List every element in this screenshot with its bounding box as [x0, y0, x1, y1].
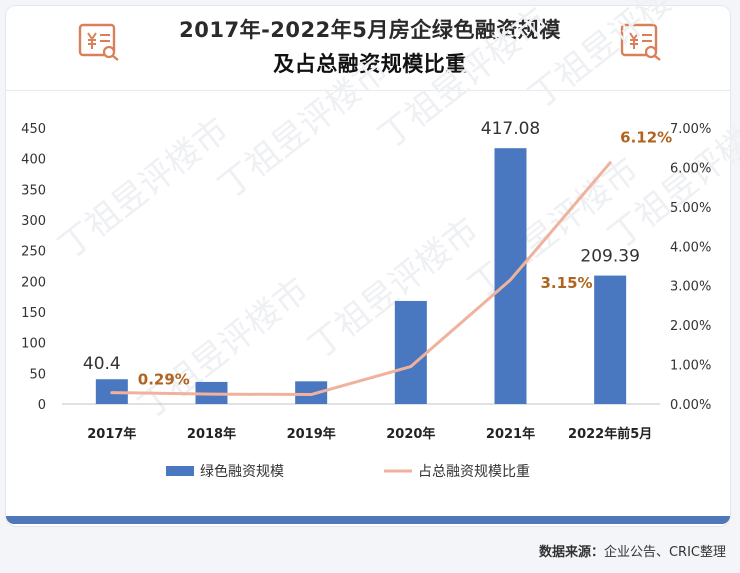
x-tick-label: 2019年 — [287, 426, 336, 442]
bar — [594, 275, 627, 404]
x-tick-label: 2022年前5月 — [568, 426, 652, 442]
y-right-tick-label: 0.00% — [670, 398, 711, 413]
y-left-tick-label: 0 — [38, 398, 46, 413]
watermark-text: 丁祖昱评楼市 — [51, 110, 236, 267]
y-left-tick-label: 200 — [21, 275, 46, 290]
x-tick-label: 2017年 — [87, 426, 136, 442]
y-left-tick-label: 150 — [21, 306, 46, 321]
bar-value-label: 40.4 — [83, 354, 121, 374]
x-tick-label: 2018年 — [187, 426, 236, 442]
y-left-tick-label: 100 — [21, 337, 46, 352]
line-value-label: 6.12% — [620, 129, 672, 147]
y-left-tick-label: 250 — [21, 245, 46, 260]
title-band — [6, 6, 730, 91]
line-value-label: 3.15% — [541, 274, 593, 292]
x-tick-label: 2021年 — [486, 426, 535, 442]
receipt-yen-icon — [620, 23, 661, 61]
watermark-text: 丁祖昱评楼市 — [211, 50, 396, 207]
legend-line-label: 占总融资规模比重 — [418, 464, 530, 480]
receipt-yen-icon — [78, 23, 119, 61]
legend-bar-swatch — [166, 466, 194, 476]
line-value-label: 0.29% — [138, 371, 190, 389]
y-right-tick-label: 5.00% — [670, 201, 711, 216]
y-left-tick-label: 50 — [29, 367, 46, 382]
y-right-tick-label: 4.00% — [670, 240, 711, 255]
chart-title: 2017年-2022年5月房企绿色融资规模 — [179, 18, 561, 42]
card-bottom-bar — [6, 516, 730, 524]
x-tick-label: 2020年 — [386, 426, 435, 442]
watermark-text: 丁祖昱评楼市 — [521, 0, 706, 117]
source-label: 数据来源： — [538, 545, 604, 560]
y-left-tick-label: 450 — [21, 122, 46, 137]
share-line — [110, 161, 612, 397]
chart-subtitle: 及占总融资规模比重 — [273, 52, 467, 76]
y-right-tick-label: 2.00% — [670, 319, 711, 334]
bar-value-label: 417.08 — [481, 119, 540, 139]
bar — [394, 300, 427, 404]
y-left-tick-label: 300 — [21, 214, 46, 229]
bar — [494, 148, 527, 404]
legend-bar-label: 绿色融资规模 — [200, 463, 284, 480]
y-left-tick-label: 350 — [21, 183, 46, 198]
source-text: 企业公告、CRIC整理 — [603, 545, 726, 560]
chart-card — [6, 6, 730, 526]
y-right-tick-label: 3.00% — [670, 280, 711, 295]
y-left-tick-label: 400 — [21, 153, 46, 168]
y-right-tick-label: 6.00% — [670, 161, 711, 176]
y-right-tick-label: 1.00% — [670, 359, 711, 374]
bar — [295, 381, 328, 404]
y-right-tick-label: 7.00% — [670, 122, 711, 137]
bar-value-label: 209.39 — [580, 247, 639, 267]
watermark-text: 丁祖昱评楼市 — [301, 210, 486, 367]
source-note: 数据来源：企业公告、CRIC整理 — [539, 541, 726, 560]
